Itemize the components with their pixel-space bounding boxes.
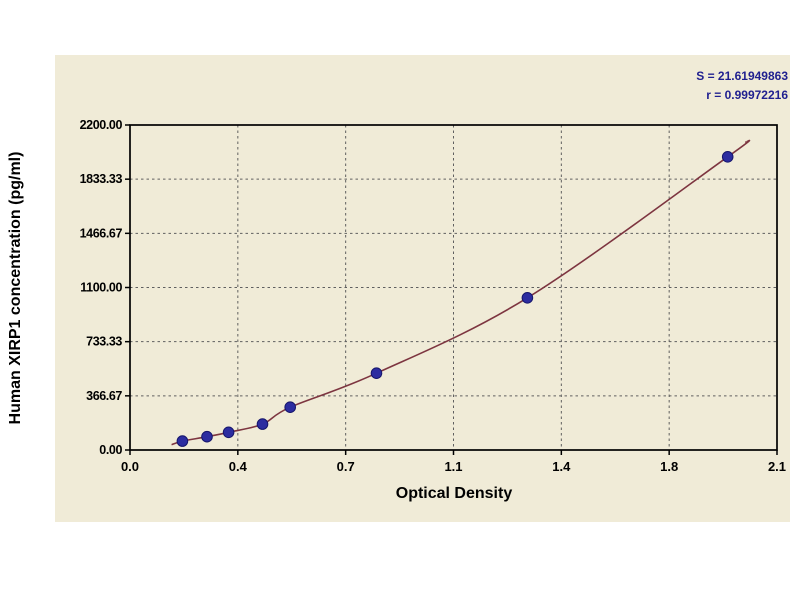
- stat-s-annotation: S = 21.61949863: [696, 69, 788, 83]
- x-tick-label: 1.8: [660, 459, 678, 474]
- y-tick-label: 0.00: [99, 443, 122, 457]
- data-points: [176, 151, 734, 447]
- data-point: [256, 418, 269, 430]
- x-tick-label: 0.4: [229, 459, 248, 474]
- x-tick-label: 2.1: [768, 459, 786, 474]
- plot-border: [129, 124, 778, 451]
- y-tick-label: 1466.67: [80, 226, 123, 240]
- y-tick-label: 1833.33: [80, 172, 123, 186]
- data-point: [201, 430, 213, 443]
- data-point: [721, 151, 734, 163]
- data-point: [521, 292, 534, 304]
- y-axis-label: Human XIRP1 concentration (pg/ml): [7, 152, 24, 425]
- y-tick-label: 2200.00: [80, 118, 123, 132]
- y-axis-tick-labels: 0.00 366.67 733.33 1100.00 1466.67 1833.33 220…: [80, 118, 123, 457]
- y-tick-label: 733.33: [86, 335, 122, 349]
- x-tick-label: 1.1: [444, 459, 462, 474]
- grid-lines: [130, 125, 777, 450]
- data-point: [176, 435, 189, 447]
- stat-r-annotation: r = 0.99972216: [706, 88, 788, 102]
- x-tick-label: 0.7: [337, 459, 355, 474]
- y-tick-label: 366.67: [86, 389, 122, 403]
- data-point: [222, 426, 235, 439]
- x-axis-tick-labels: 0.0 0.4 0.7 1.1 1.4 1.8 2.1: [121, 459, 786, 474]
- x-tick-label: 1.4: [552, 459, 571, 474]
- data-point: [284, 401, 297, 414]
- data-point: [370, 367, 383, 380]
- x-axis-label: Optical Density: [396, 485, 513, 502]
- x-tick-label: 0.0: [121, 459, 139, 474]
- y-tick-label: 1100.00: [80, 281, 122, 295]
